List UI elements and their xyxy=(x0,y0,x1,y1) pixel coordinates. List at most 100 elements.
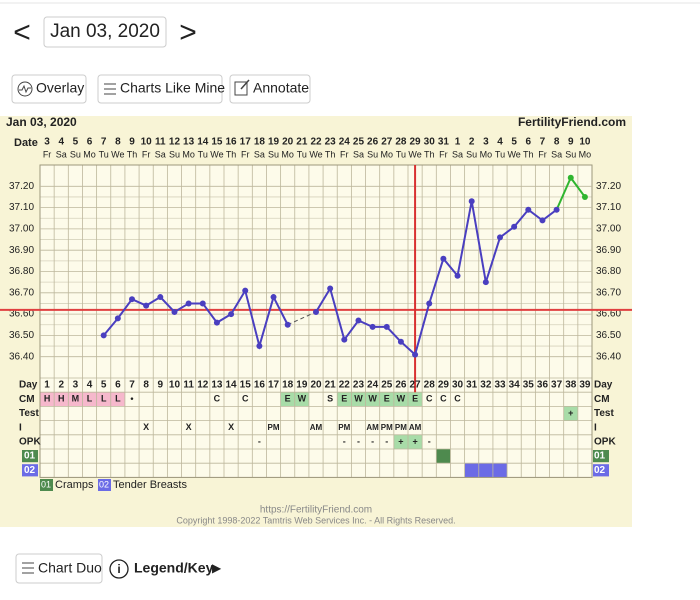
temp-point xyxy=(440,255,447,262)
weekday: Th xyxy=(523,149,534,159)
cell-text: L xyxy=(115,394,121,404)
cell-text: W xyxy=(368,394,377,404)
cell-text: + xyxy=(568,408,573,418)
temp-point xyxy=(171,308,178,315)
date-number: 2 xyxy=(469,137,475,148)
chart-duo-button[interactable] xyxy=(15,553,103,584)
temp-line xyxy=(569,177,586,198)
cell-text: X xyxy=(228,422,234,432)
row-label-right: Day xyxy=(594,380,613,391)
plot-border xyxy=(39,164,593,478)
y-tick-label-right: 36.60 xyxy=(596,309,621,320)
info-icon-text[interactable]: i xyxy=(117,562,120,576)
cell-text: AM xyxy=(366,423,379,432)
date-number: 7 xyxy=(540,137,546,148)
y-tick-label-right: 36.70 xyxy=(596,287,621,298)
date-number: 14 xyxy=(197,137,209,148)
info-icon[interactable] xyxy=(109,559,129,579)
cycle-day: 8 xyxy=(143,380,149,391)
date-number: 24 xyxy=(339,137,351,148)
weekday: Sa xyxy=(452,149,463,159)
y-tick-label-right: 36.90 xyxy=(596,245,621,256)
sliders-icon xyxy=(104,83,116,95)
temp-point xyxy=(482,279,489,286)
cell-text: PM xyxy=(381,423,393,432)
temp-point xyxy=(185,300,192,307)
cell-text: C xyxy=(454,394,461,404)
date-number: 4 xyxy=(497,137,503,148)
cycle-day: 35 xyxy=(523,380,535,391)
y-tick-label: 37.00 xyxy=(9,224,34,235)
weekday: Mo xyxy=(281,149,294,159)
legend-name: Cramps xyxy=(55,479,94,491)
y-tick-label: 36.70 xyxy=(9,287,34,298)
temp-point xyxy=(327,285,334,292)
cell-text: C xyxy=(440,394,447,404)
legend-code: 01 xyxy=(41,479,51,489)
temp-point xyxy=(213,319,220,326)
annotate-icon-pen xyxy=(240,79,250,90)
cell-highlight xyxy=(337,392,352,407)
date-number: 6 xyxy=(87,137,93,148)
cell-text: X xyxy=(186,422,192,432)
charts-like-mine-button[interactable] xyxy=(97,74,223,104)
y-tick-label-right: 37.10 xyxy=(596,202,621,213)
temp-point xyxy=(284,321,291,328)
cycle-day: 21 xyxy=(325,380,337,391)
overlay-label[interactable]: Overlay xyxy=(36,80,84,96)
date-number: 9 xyxy=(568,137,574,148)
weekday: We xyxy=(507,149,520,159)
weekday: Su xyxy=(268,149,279,159)
temp-point xyxy=(567,174,574,181)
cycle-day: 36 xyxy=(537,380,549,391)
cell-highlight xyxy=(54,392,69,407)
legend-key-arrow[interactable]: ▶ xyxy=(212,561,222,575)
cell-text: W xyxy=(397,394,406,404)
cell-highlight xyxy=(68,392,83,407)
cell-text: PM xyxy=(268,423,280,432)
cell-highlight xyxy=(379,392,394,407)
cell-highlight xyxy=(280,392,295,407)
next-button[interactable]: > xyxy=(179,16,197,49)
cycle-day: 7 xyxy=(129,380,135,391)
cycle-day: 22 xyxy=(339,380,351,391)
temp-point xyxy=(270,294,277,301)
weekday: Mo xyxy=(83,149,96,159)
annotate-button[interactable] xyxy=(229,74,311,104)
cycle-day: 12 xyxy=(197,380,209,391)
cell-text: PM xyxy=(395,423,407,432)
temp-point xyxy=(369,323,376,330)
row-label-bg xyxy=(593,450,609,463)
temp-line xyxy=(315,201,558,357)
cycle-day: 19 xyxy=(296,380,308,391)
temp-point xyxy=(497,234,503,241)
temp-point xyxy=(412,351,419,358)
row-label: I xyxy=(19,422,22,433)
prev-button[interactable]: < xyxy=(13,16,31,49)
y-tick-label-right: 36.50 xyxy=(596,330,621,341)
y-tick-label-right: 37.20 xyxy=(596,181,621,192)
weekday: Tu xyxy=(198,149,208,159)
date-text[interactable]: Jan 03, 2020 xyxy=(50,21,160,42)
y-tick-label: 36.60 xyxy=(9,309,34,320)
overlay-button[interactable] xyxy=(11,74,87,104)
cell-text: AM xyxy=(409,423,422,432)
temp-point xyxy=(100,332,107,339)
weekday: Tu xyxy=(495,149,505,159)
symptom-mark xyxy=(478,463,493,478)
date-number: 12 xyxy=(169,137,181,148)
cell-text: - xyxy=(385,436,388,446)
annotate-label[interactable]: Annotate xyxy=(253,80,309,96)
overlay-icon xyxy=(17,81,33,97)
symptom-mark xyxy=(492,463,508,478)
legend-key-link[interactable]: Legend/Key xyxy=(134,560,214,576)
weekday: Sa xyxy=(56,149,67,159)
chart-duo-label[interactable]: Chart Duo xyxy=(38,560,102,576)
date-box[interactable] xyxy=(43,16,167,48)
cycle-day: 25 xyxy=(381,380,393,391)
row-label-bg xyxy=(22,464,38,477)
charts-like-mine-label[interactable]: Charts Like Mine xyxy=(120,80,225,96)
cell-text: C xyxy=(426,394,433,404)
cell-text: E xyxy=(384,394,390,404)
weekday: Fr xyxy=(142,149,151,159)
